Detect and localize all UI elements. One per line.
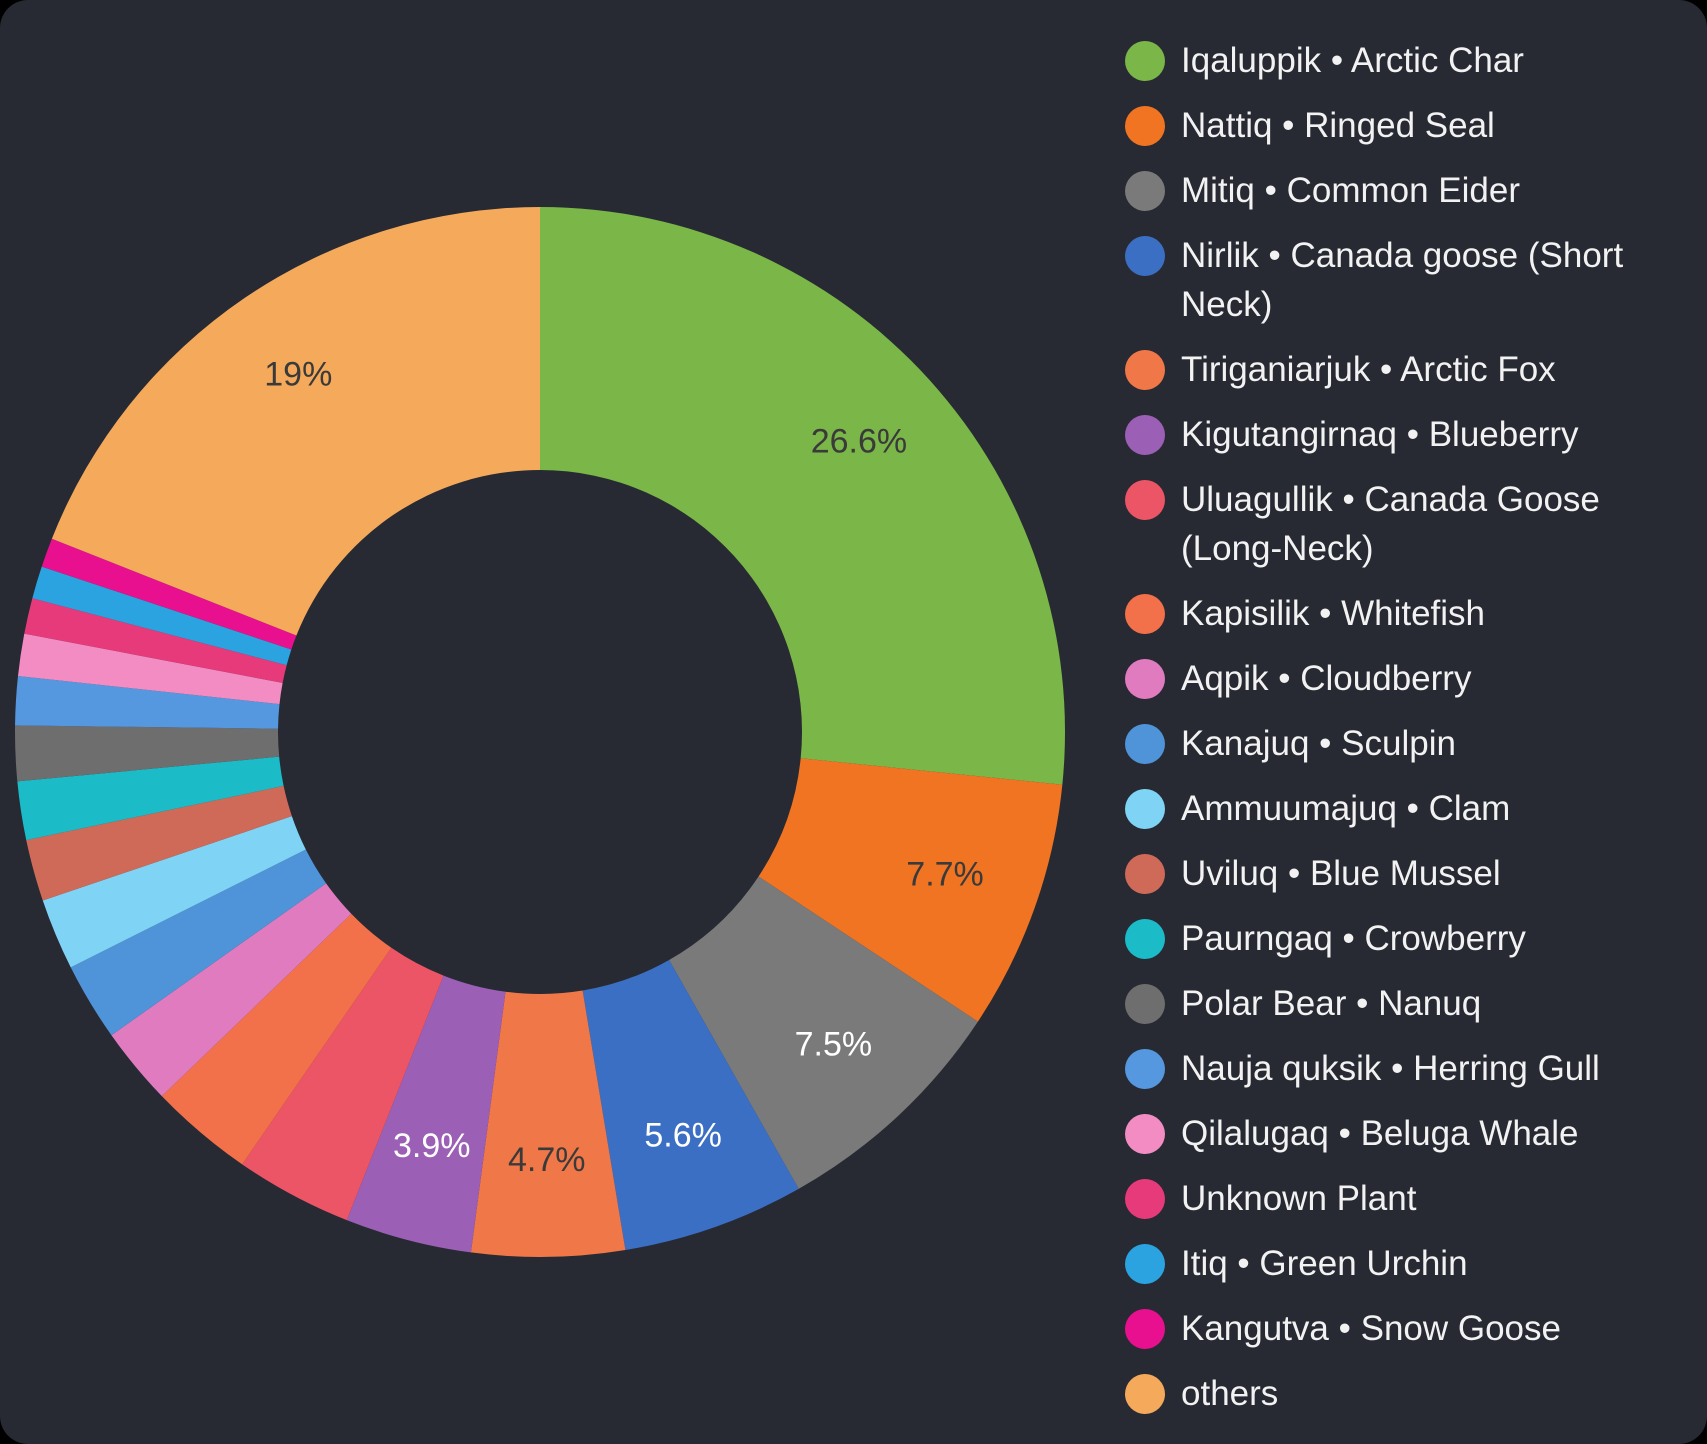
data-label: 7.5%: [795, 1025, 873, 1063]
legend-label: Nattiq • Ringed Seal: [1181, 106, 1495, 145]
legend-swatch: [1125, 1374, 1165, 1414]
legend-swatch: [1125, 1309, 1165, 1349]
legend-label: Qilalugaq • Beluga Whale: [1181, 1114, 1579, 1153]
legend-swatch: [1125, 41, 1165, 81]
legend-swatch: [1125, 171, 1165, 211]
legend-item: Ammuumajuq • Clam: [1125, 784, 1695, 833]
legend-label: Uluagullik • Canada Goose (Long-Neck): [1181, 480, 1600, 568]
slice: [51, 207, 541, 636]
legend-label: Itiq • Green Urchin: [1181, 1244, 1468, 1283]
data-label: 19%: [264, 355, 332, 393]
legend-item: Kanajuq • Sculpin: [1125, 719, 1695, 768]
legend-item: Polar Bear • Nanuq: [1125, 979, 1695, 1028]
slice: [242, 947, 444, 1221]
data-label: 4.7%: [508, 1141, 586, 1179]
legend-item: others: [1125, 1369, 1695, 1418]
legend-swatch: [1125, 236, 1165, 276]
legend-item: Tiriganiarjuk • Arctic Fox: [1125, 345, 1695, 394]
legend-swatch: [1125, 480, 1165, 520]
legend-swatch: [1125, 1049, 1165, 1089]
slice: [42, 816, 306, 968]
legend-label: others: [1181, 1374, 1279, 1413]
legend-swatch: [1125, 854, 1165, 894]
legend-swatch: [1125, 724, 1165, 764]
legend-item: Kangutva • Snow Goose: [1125, 1304, 1695, 1353]
legend-swatch: [1125, 984, 1165, 1024]
legend-label: Paurngaq • Crowberry: [1181, 919, 1526, 958]
legend-label: Tiriganiarjuk • Arctic Fox: [1181, 350, 1556, 389]
slice: [111, 883, 352, 1097]
legend-swatch: [1125, 789, 1165, 829]
donut-chart: 26.6% 7.7% 7.5% 5.6% 4.7% 3.9% 19%: [15, 207, 1065, 1258]
legend-item: Uluagullik • Canada Goose (Long-Neck): [1125, 475, 1695, 573]
legend-swatch: [1125, 350, 1165, 390]
legend: Iqaluppik • Arctic Char Nattiq • Ringed S…: [1125, 36, 1695, 1434]
slice: [17, 633, 283, 705]
legend-label: Uviluq • Blue Mussel: [1181, 854, 1501, 893]
legend-item: Kapisilik • Whitefish: [1125, 589, 1695, 638]
legend-swatch: [1125, 919, 1165, 959]
slice: [15, 725, 280, 782]
slice: [540, 207, 1065, 785]
legend-label: Unknown Plant: [1181, 1179, 1417, 1218]
legend-swatch: [1125, 415, 1165, 455]
legend-item: Iqaluppik • Arctic Char: [1125, 36, 1695, 85]
legend-swatch: [1125, 1179, 1165, 1219]
legend-swatch: [1125, 1114, 1165, 1154]
slice: [470, 990, 626, 1258]
legend-swatch: [1125, 106, 1165, 146]
slice: [161, 913, 392, 1165]
slice: [26, 785, 292, 901]
legend-label: Kigutangirnaq • Blueberry: [1181, 415, 1579, 454]
data-label: 7.7%: [906, 855, 984, 893]
legend-label: Kapisilik • Whitefish: [1181, 594, 1486, 633]
legend-label: Kanajuq • Sculpin: [1181, 724, 1456, 763]
slice: [70, 849, 327, 1036]
legend-label: Mitiq • Common Eider: [1181, 171, 1521, 210]
legend-label: Nirlik • Canada goose (Short Neck): [1181, 236, 1624, 324]
legend-label: Aqpik • Cloudberry: [1181, 659, 1472, 698]
legend-label: Ammuumajuq • Clam: [1181, 789, 1511, 828]
slice: [17, 756, 284, 841]
slice: [758, 758, 1063, 1022]
slice: [582, 959, 799, 1251]
legend-swatch: [1125, 1244, 1165, 1284]
legend-item: Mitiq • Common Eider: [1125, 166, 1695, 215]
legend-item: Nauja quksik • Herring Gull: [1125, 1044, 1695, 1093]
legend-item: Nirlik • Canada goose (Short Neck): [1125, 231, 1695, 329]
legend-item: Uviluq • Blue Mussel: [1125, 849, 1695, 898]
legend-item: Nattiq • Ringed Seal: [1125, 101, 1695, 150]
legend-item: Paurngaq • Crowberry: [1125, 914, 1695, 963]
slice: [32, 566, 292, 666]
legend-label: Nauja quksik • Herring Gull: [1181, 1049, 1600, 1088]
slice: [41, 538, 297, 650]
legend-label: Kangutva • Snow Goose: [1181, 1309, 1561, 1348]
legend-item: Kigutangirnaq • Blueberry: [1125, 410, 1695, 459]
slice: [669, 876, 978, 1189]
legend-swatch: [1125, 659, 1165, 699]
legend-swatch: [1125, 594, 1165, 634]
data-label: 5.6%: [644, 1116, 722, 1154]
legend-item: Qilalugaq • Beluga Whale: [1125, 1109, 1695, 1158]
legend-item: Itiq • Green Urchin: [1125, 1239, 1695, 1288]
legend-label: Iqaluppik • Arctic Char: [1181, 41, 1524, 80]
slice: [24, 598, 287, 683]
slice: [15, 676, 280, 729]
data-label: 3.9%: [393, 1127, 471, 1165]
data-label: 26.6%: [811, 423, 907, 461]
legend-item: Aqpik • Cloudberry: [1125, 654, 1695, 703]
legend-label: Polar Bear • Nanuq: [1181, 984, 1482, 1023]
slice: [346, 975, 506, 1253]
legend-item: Unknown Plant: [1125, 1174, 1695, 1223]
